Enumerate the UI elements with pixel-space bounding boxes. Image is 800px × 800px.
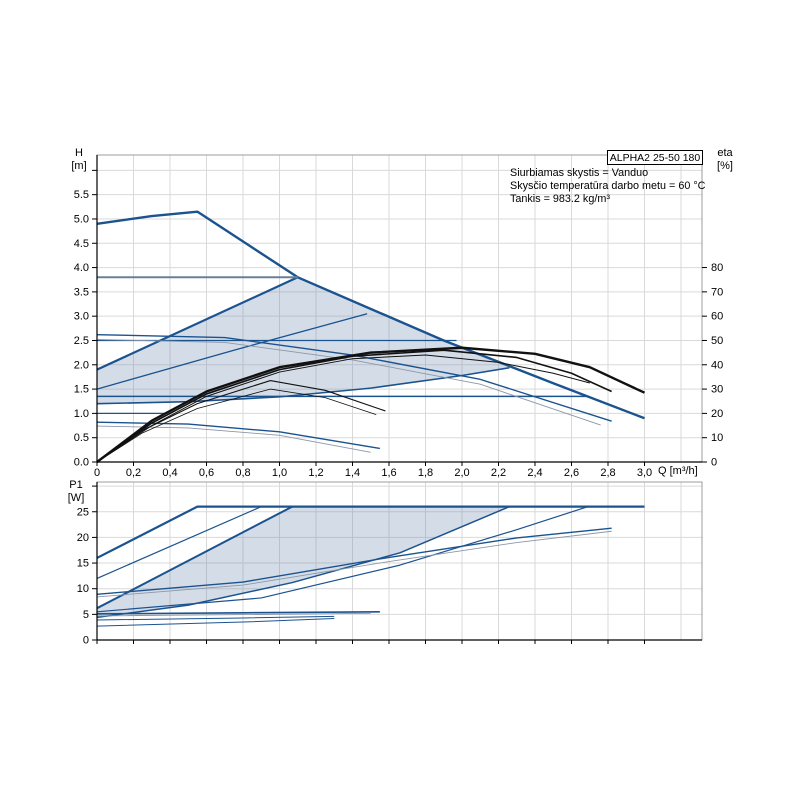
x-tick-label: 2,0 <box>454 467 469 479</box>
y-tick-label: 1.5 <box>74 384 89 396</box>
y-tick-label: 4.5 <box>74 238 89 250</box>
y-tick-label: 5.5 <box>74 189 89 201</box>
eta-axis-label-symbol: eta <box>717 147 733 159</box>
info-line-liquid: Siurbiamas skystis = Vanduo <box>510 167 649 179</box>
power-speed2 <box>96 527 612 596</box>
x-tick-label: 2,8 <box>600 467 615 479</box>
x-tick-label: 1,6 <box>381 467 396 479</box>
h-axis-label-unit: [m] <box>71 160 87 172</box>
power-speed2-thin <box>96 530 612 598</box>
power-speed1 <box>96 610 380 615</box>
power-riser <box>96 506 262 579</box>
y-tick-label: 0 <box>83 635 89 647</box>
liquid-info-block: Siurbiamas skystis = Vanduo Skysčio temp… <box>510 167 705 207</box>
x-tick-label: 0,6 <box>199 467 214 479</box>
eta-tick-label: 40 <box>711 359 723 371</box>
y-tick-label: 0.5 <box>74 432 89 444</box>
prop-pressure-curve <box>96 313 368 390</box>
p1-axis-label-unit: [W] <box>67 492 85 504</box>
eta-tick-label: 70 <box>711 286 723 298</box>
eta-curve-2 <box>96 349 612 463</box>
eta-curve-max <box>96 346 646 463</box>
eta-tick-label: 80 <box>711 262 723 274</box>
speed2-curve-thin <box>96 339 601 426</box>
eta-tick-label: 10 <box>711 432 723 444</box>
y-tick-label: 3.5 <box>74 286 89 298</box>
speed1-curve <box>96 421 380 450</box>
x-tick-label: 1,8 <box>418 467 433 479</box>
y-tick-label: 3.0 <box>74 311 89 323</box>
eta-axis-label: eta [%] <box>708 147 742 173</box>
power-prop-pressure <box>96 506 589 613</box>
y-tick-label: 2.0 <box>74 359 89 371</box>
autoadapt-top-edge <box>96 276 299 371</box>
x-tick-label: 1,4 <box>345 467 360 479</box>
x-tick-label: 0,2 <box>126 467 141 479</box>
x-tick-label: 1,2 <box>308 467 323 479</box>
eta-tick-label: 50 <box>711 335 723 347</box>
h-axis-label-symbol: H <box>75 147 83 159</box>
power-low-1 <box>96 615 335 621</box>
y-tick-label: 15 <box>77 558 89 570</box>
eta-curve-4 <box>96 380 386 463</box>
autoadapt-power-region <box>97 506 510 618</box>
autoadapt-bottom-edge <box>96 366 510 405</box>
y-tick-label: 25 <box>77 506 89 518</box>
x-tick-label: 3,0 <box>637 467 652 479</box>
h-axis-label: H [m] <box>62 147 96 173</box>
info-line-density: Tankis = 983.2 kg/m³ <box>510 193 610 206</box>
p1-axis-label: P1 [W] <box>59 479 93 505</box>
q-axis-label: Q [m³/h] <box>658 465 698 477</box>
eta-curve-5 <box>96 388 377 463</box>
x-tick-label: 2,2 <box>491 467 506 479</box>
eta-tick-label: 0 <box>711 457 717 469</box>
x-tick-label: 0,4 <box>162 467 177 479</box>
y-tick-label: 20 <box>77 532 89 544</box>
y-tick-label: 1.0 <box>74 408 89 420</box>
y-tick-label: 5 <box>83 609 89 621</box>
y-tick-label: 10 <box>77 583 89 595</box>
power-speed1-thin <box>96 612 371 617</box>
x-tick-label: 0 <box>94 467 100 479</box>
x-tick-label: 2,4 <box>527 467 542 479</box>
power-autoadapt-bottom <box>96 505 510 619</box>
pump-model-title-box: ALPHA2 25-50 180 <box>607 150 703 165</box>
x-tick-label: 1,0 <box>272 467 287 479</box>
x-tick-label: 0,8 <box>235 467 250 479</box>
p1-axis-label-symbol: P1 <box>69 479 83 491</box>
eta-tick-label: 60 <box>711 311 723 323</box>
power-max-speed <box>96 505 645 559</box>
x-tick-label: 2,6 <box>564 467 579 479</box>
eta-curve-3 <box>96 354 590 463</box>
eta-tick-label: 20 <box>711 408 723 420</box>
eta-tick-label: 30 <box>711 384 723 396</box>
power-low-2 <box>96 617 335 627</box>
y-tick-label: 0.0 <box>74 457 89 469</box>
y-tick-label: 5.0 <box>74 213 89 225</box>
y-tick-label: 2.5 <box>74 335 89 347</box>
info-line-temperature: Skysčio temperatūra darbo metu = 60 °C <box>510 180 706 193</box>
y-tick-label: 4.0 <box>74 262 89 274</box>
eta-axis-label-unit: [%] <box>717 160 733 172</box>
